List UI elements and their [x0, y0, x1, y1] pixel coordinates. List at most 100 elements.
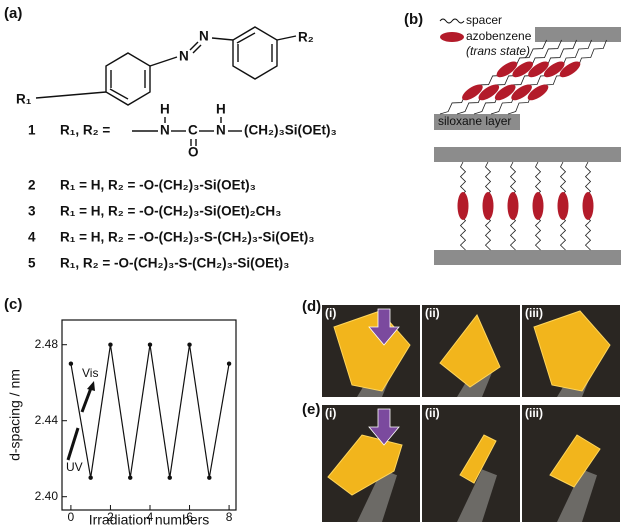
substrate-bar	[535, 27, 621, 42]
atom: N	[179, 49, 189, 64]
benzene-ring	[105, 52, 151, 106]
spacer-chain	[507, 39, 607, 115]
layer-label: siloxane layer	[438, 114, 511, 128]
photo: (i)	[322, 405, 420, 522]
annotation-arrow	[80, 387, 93, 413]
compound-formula: R₁ = H, R₂ = -O-(CH₂)₃-Si(OEt)₂CH₃	[60, 204, 281, 219]
arrow	[368, 308, 400, 346]
substituent: R₁	[16, 92, 32, 107]
x-tick-label: 2	[107, 510, 114, 524]
data-point	[68, 361, 74, 366]
holder	[357, 469, 397, 522]
panel-label: (b)	[404, 11, 423, 28]
film	[549, 434, 601, 488]
y-tick-label: 2.40	[35, 489, 59, 503]
azobenzene-unit	[457, 192, 469, 220]
substrate-bar	[434, 250, 621, 265]
x-axis-label: Irradiation numbers	[89, 512, 210, 527]
azobenzene-unit	[532, 192, 544, 220]
holder	[457, 469, 497, 522]
data-point	[207, 475, 212, 480]
photo: (iii)	[522, 405, 620, 522]
atom: N	[160, 123, 170, 138]
annotation: UV	[66, 460, 83, 474]
panel-c: (c) Irradiation numbers d-spacing / nm 2…	[4, 296, 237, 527]
photo: (ii)	[422, 405, 520, 522]
film	[533, 310, 611, 392]
atom: N	[199, 29, 209, 44]
photo-label: (iii)	[525, 306, 543, 320]
data-point	[167, 475, 172, 480]
bond	[236, 32, 256, 44]
bond	[35, 91, 107, 99]
compound-number: 3	[28, 204, 36, 219]
arrowhead	[87, 381, 95, 391]
azobenzene-unit	[507, 192, 519, 220]
compound-lhs: R₁, R₂ =	[60, 123, 110, 138]
compound-formula: R₁ = H, R₂ = -O-(CH₂)₃-S-(CH₂)₃-Si(OEt)₃	[60, 230, 315, 245]
atom: O	[188, 145, 199, 160]
y-axis-label: d-spacing / nm	[7, 369, 23, 461]
photo-panels: (d) (e) (i) (ii) (iii) (i) (ii) (iii)	[302, 298, 620, 522]
holder	[557, 469, 597, 522]
compound-list: 2 R₁ = H, R₂ = -O-(CH₂)₃-Si(OEt)₃ 3 R₁ = H,…	[28, 178, 315, 271]
x-tick-label: 8	[226, 510, 233, 524]
spacer-icon	[439, 18, 465, 24]
azobenzene-unit	[496, 61, 518, 78]
annotation-line	[66, 427, 80, 461]
x-tick-label: 6	[186, 510, 193, 524]
legend-label: (trans state)	[466, 44, 530, 58]
atom: H	[160, 102, 170, 117]
compound-tail: (CH₂)₃Si(OEt)₃	[244, 123, 337, 138]
atom: N	[216, 123, 226, 138]
siloxane-bar	[434, 114, 520, 130]
data-point	[187, 342, 192, 347]
azobenzene-unit	[582, 192, 594, 220]
data-point	[88, 475, 93, 480]
data-line	[70, 344, 230, 478]
panel-label: (c)	[4, 296, 22, 313]
data-point	[226, 361, 232, 366]
compound-formula: R₁ = H, R₂ = -O-(CH₂)₃-Si(OEt)₃	[60, 178, 256, 193]
bond	[189, 41, 199, 51]
atom: H	[216, 102, 226, 117]
azobenzene-unit	[482, 192, 494, 220]
azobenzene-unit	[511, 84, 532, 101]
bond	[149, 56, 178, 67]
bond	[192, 44, 202, 54]
bond	[276, 35, 297, 41]
substituent: R₂	[298, 30, 314, 45]
compound-formula: R₁, R₂ = -O-(CH₂)₃-S-(CH₂)₃-Si(OEt)₃	[60, 256, 289, 271]
spacer-chain	[490, 39, 592, 115]
atom: C	[188, 123, 198, 138]
photo-label: (ii)	[425, 306, 440, 320]
y-tick-label: 2.48	[35, 337, 59, 351]
bond	[211, 37, 234, 41]
azobenzene-unit	[528, 61, 549, 78]
azobenzene-unit	[512, 61, 534, 78]
photo-label: (i)	[325, 306, 336, 320]
photo: (iii)	[522, 305, 620, 397]
photo: (i)	[322, 305, 420, 397]
compound-number: 5	[28, 256, 36, 271]
plot-frame	[61, 319, 237, 511]
benzene-ring	[232, 26, 278, 80]
panel-label: (d)	[302, 298, 321, 315]
data-point	[147, 342, 153, 347]
bond	[109, 88, 129, 100]
panel-a: (a) R₁ R₂ N N 1 R₁, R₂ = N H C O N H	[4, 5, 337, 271]
spacer-chain	[439, 39, 547, 115]
substrate-bar	[434, 147, 621, 162]
panel-label: (a)	[4, 5, 22, 22]
panel-label: (e)	[302, 401, 320, 418]
data-point	[108, 342, 113, 347]
photo: (ii)	[422, 305, 520, 397]
film	[439, 314, 501, 388]
data-point	[128, 475, 133, 480]
azobenzene-unit	[462, 84, 483, 101]
x-tick-label: 4	[147, 510, 154, 524]
compound-number: 1	[28, 123, 36, 138]
compound-number: 4	[28, 230, 36, 245]
y-tick-label: 2.44	[35, 413, 59, 427]
azobenzene-unit	[557, 192, 569, 220]
